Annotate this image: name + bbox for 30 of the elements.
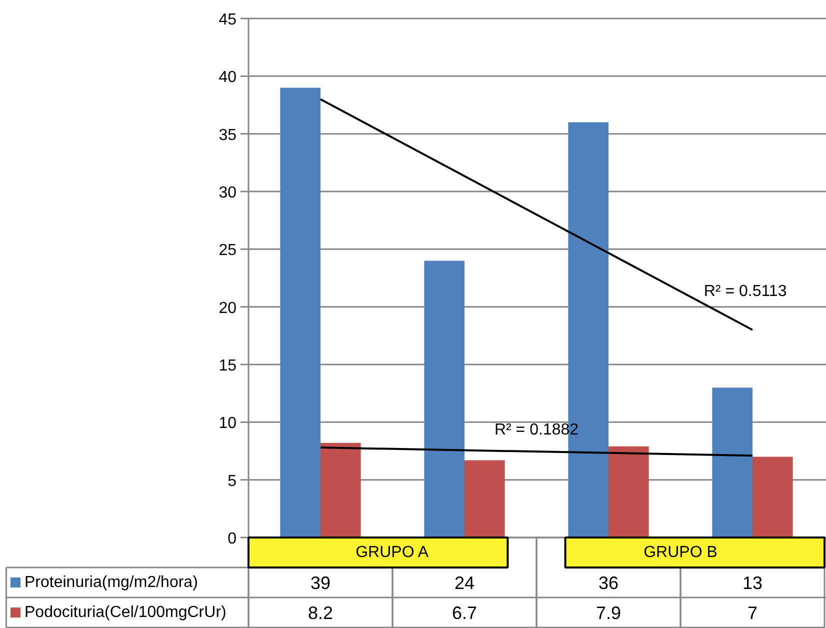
y-tick-label: 35 <box>218 126 237 144</box>
y-tick-label: 25 <box>218 242 237 260</box>
data-label: 6.7 <box>452 603 478 623</box>
y-tick-label: 5 <box>228 472 237 490</box>
legend-label: Podocituria(Cel/100mgCrUr) <box>24 604 226 621</box>
data-label: 13 <box>742 573 763 593</box>
y-tick-label: 45 <box>218 12 237 28</box>
legend-label: Proteinuria(mg/m2/hora) <box>24 574 198 591</box>
data-label: 8.2 <box>308 603 334 623</box>
text: GRUPO B <box>644 544 718 561</box>
data-label: 7.9 <box>596 603 622 623</box>
y-tick-label: 10 <box>218 415 237 432</box>
bar <box>280 88 320 538</box>
y-tick-label: 0 <box>228 530 237 548</box>
annotation: R² = 0.5113 <box>704 282 787 300</box>
data-label: 7 <box>747 603 758 623</box>
bar <box>752 456 793 538</box>
text: GRUPO A <box>356 544 429 561</box>
y-tick-label: 15 <box>218 358 237 374</box>
bar <box>464 460 505 538</box>
data-label: 24 <box>454 573 475 593</box>
bar <box>712 388 752 538</box>
data-label: 36 <box>598 573 619 593</box>
bar <box>608 446 649 538</box>
bar <box>320 442 361 538</box>
y-tick-label: 40 <box>218 69 237 86</box>
y-tick-label: 30 <box>218 184 237 202</box>
data-label: 39 <box>310 573 331 593</box>
bar <box>424 260 464 538</box>
y-tick-label: 20 <box>218 300 237 317</box>
